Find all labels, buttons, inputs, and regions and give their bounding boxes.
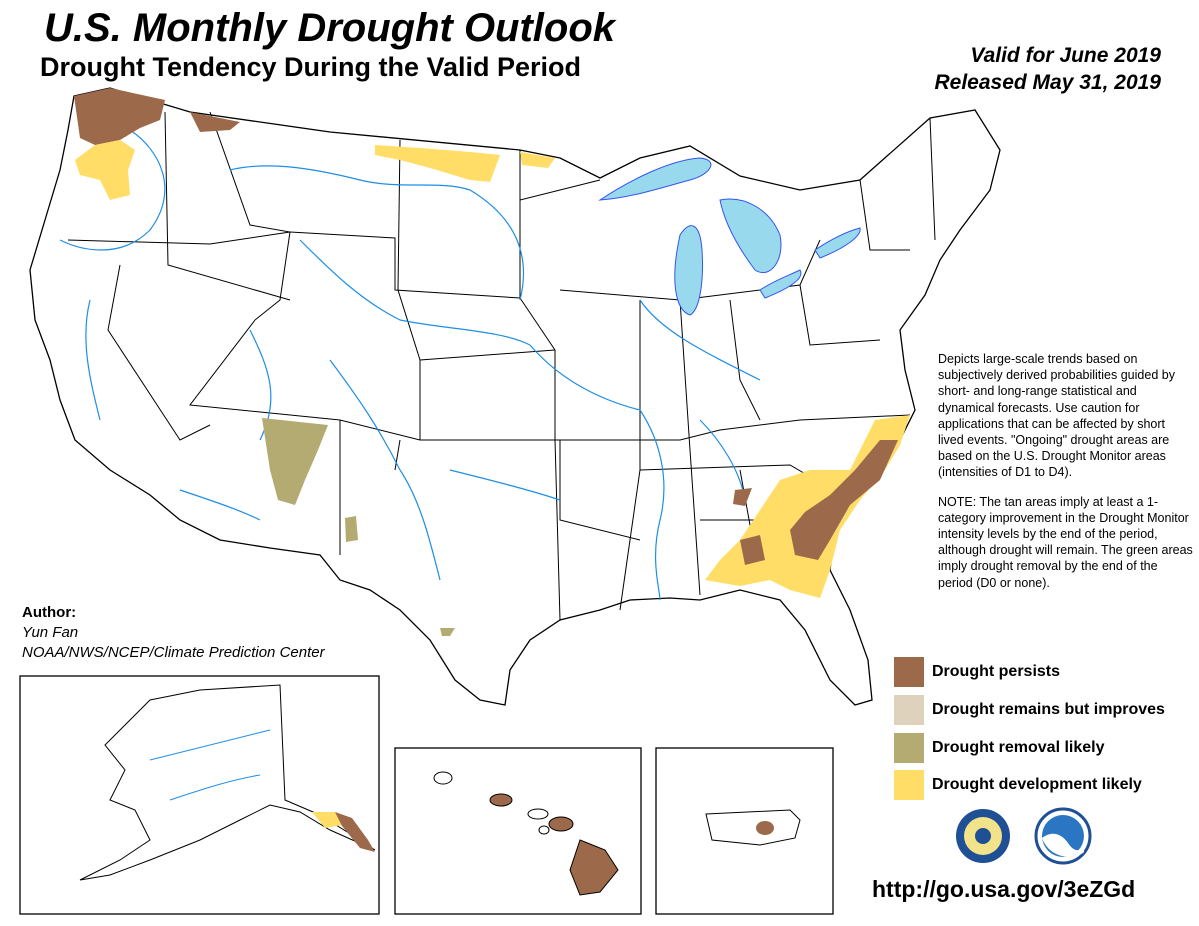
hawaii-inset: [394, 747, 642, 915]
legend-label: Drought development likely: [932, 776, 1142, 793]
description-note: NOTE: The tan areas imply at least a 1-c…: [938, 494, 1193, 590]
legend-label: Drought persists: [932, 663, 1061, 680]
puerto-rico-persists-area: [756, 821, 774, 835]
drought-persists-area: [190, 112, 240, 132]
great-lakes: [598, 157, 861, 316]
description-paragraph: Depicts large-scale trends based on subj…: [938, 352, 1175, 480]
rivers: [59, 129, 761, 601]
drought-areas: [74, 88, 910, 636]
drought-development-area: [75, 140, 135, 200]
map-title: U.S. Monthly Drought Outlook: [44, 6, 616, 50]
noaa-logo-icon: [1034, 807, 1092, 865]
legend-swatch: [894, 657, 924, 687]
author-heading: Author:: [22, 604, 77, 621]
drought-development-area: [375, 145, 500, 182]
drought-persists-area: [740, 535, 765, 565]
drought-development-area: [520, 152, 555, 168]
source-link[interactable]: http://go.usa.gov/3eZGd: [872, 876, 1136, 902]
legend-label: Drought remains but improves: [932, 701, 1165, 718]
nws-logo-icon: [956, 809, 1010, 863]
drought-removal-area: [262, 418, 328, 505]
outlook-description: Depicts large-scale trends based on subj…: [938, 351, 1194, 604]
legend-swatch: [894, 733, 924, 763]
puerto-rico-outline: [705, 809, 801, 846]
author-organization: NOAA/NWS/NCEP/Climate Prediction Center: [22, 644, 325, 661]
release-date: Released May 31, 2019: [934, 71, 1162, 94]
drought-persists-area: [74, 88, 165, 145]
alaska-rivers: [149, 729, 271, 801]
map-subtitle: Drought Tendency During the Valid Period: [40, 52, 582, 82]
drought-persists-area: [733, 488, 752, 506]
hawaii-islands: [433, 771, 619, 896]
legend-swatch: [894, 770, 924, 800]
drought-removal-area: [345, 516, 358, 542]
drought-persists-area: [790, 440, 898, 560]
alaska-persists-area: [335, 812, 375, 852]
legend-label: Drought removal likely: [932, 739, 1105, 756]
state-boundaries: [67, 111, 936, 621]
legend-swatch: [894, 695, 924, 725]
conus-outline: [29, 87, 1001, 706]
drought-removal-area: [440, 628, 455, 636]
alaska-development-area: [312, 812, 342, 828]
author-name: Yun Fan: [22, 624, 79, 641]
valid-period: Valid for June 2019: [970, 44, 1161, 67]
